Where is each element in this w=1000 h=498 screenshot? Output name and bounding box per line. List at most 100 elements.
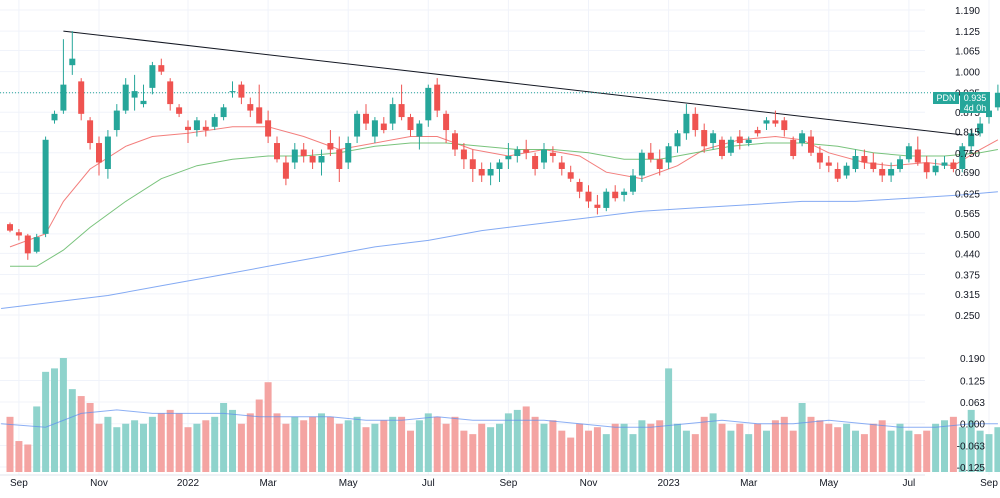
time-tick-label: Sep: [980, 478, 998, 489]
price-label: PDN 0.935 4d 0h: [933, 92, 990, 113]
volume-bar: [407, 431, 414, 472]
volume-bar: [816, 420, 823, 472]
candle-body: [185, 127, 191, 130]
price-tick-label: 0.440: [955, 249, 980, 260]
volume-bar: [843, 424, 850, 472]
volume-tick-label: 0.125: [960, 376, 985, 387]
candle-body: [657, 159, 663, 169]
volume-bar: [354, 417, 361, 472]
time-tick-label: Nov: [580, 478, 598, 489]
volume-bar: [122, 424, 129, 472]
candle-body: [737, 137, 743, 143]
candle-body: [470, 159, 476, 169]
volume-bar: [363, 427, 370, 472]
candle-body: [167, 81, 173, 104]
candle-body: [559, 163, 565, 169]
volume-bar: [113, 427, 120, 472]
time-tick-label: May: [339, 478, 358, 489]
volume-bar: [202, 420, 209, 472]
volume-bar: [389, 417, 396, 472]
candle-body: [701, 130, 707, 146]
volume-bar: [549, 420, 556, 472]
volume-bar: [69, 389, 76, 472]
price-tick-label: 0.750: [955, 149, 980, 160]
volume-bar: [158, 413, 165, 472]
candle-body: [452, 133, 458, 149]
candle-body: [443, 114, 449, 130]
volume-bar: [763, 431, 770, 472]
volume-bar: [914, 434, 921, 472]
volume-bar: [772, 420, 779, 472]
candle-body: [755, 130, 761, 133]
volume-bar: [460, 431, 467, 472]
price-tick-label: 0.815: [955, 128, 980, 139]
candle-body: [497, 163, 503, 169]
candle-body: [675, 133, 681, 146]
candle-body: [630, 175, 636, 191]
price-tick-label: 0.690: [955, 168, 980, 179]
candle-body: [870, 163, 876, 169]
candle-body: [132, 91, 138, 97]
candle-body: [532, 156, 538, 169]
volume-bar: [452, 417, 459, 472]
volume-bar: [327, 417, 334, 472]
candle-body: [256, 107, 262, 123]
volume-bar: [398, 417, 405, 472]
candle-body: [158, 65, 164, 71]
volume-bar: [710, 413, 717, 472]
ma-line-ma_mid: [10, 143, 998, 266]
candle-body: [43, 140, 49, 234]
volume-bar: [416, 420, 423, 472]
volume-bar: [781, 417, 788, 472]
volume-bar: [176, 413, 183, 472]
price-tick-label: 1.190: [955, 6, 980, 17]
volume-bar: [834, 427, 841, 472]
price-tick-label: 1.065: [955, 47, 980, 58]
candle-body: [381, 124, 387, 130]
volume-tick-label: -0.125: [957, 463, 986, 474]
candle-body: [399, 104, 405, 117]
time-tick-label: Mar: [259, 478, 277, 489]
volume-bar: [905, 431, 912, 472]
volume-bar: [96, 424, 103, 472]
candle-body: [550, 153, 556, 156]
candle-body: [434, 85, 440, 111]
volume-bar: [790, 431, 797, 472]
volume-bar: [318, 413, 325, 472]
resistance-trendline: [63, 31, 962, 135]
volume-tick-label: -0.063: [957, 442, 986, 453]
volume-bar: [496, 424, 503, 472]
price-tick-label: 0.315: [955, 290, 980, 301]
volume-bar: [104, 417, 111, 472]
candle-body: [301, 150, 307, 156]
candle-body: [265, 120, 271, 136]
volume-bar: [24, 445, 31, 472]
time-tick-label: Jul: [422, 478, 435, 489]
time-tick-label: 2023: [657, 478, 680, 489]
candle-body: [372, 120, 378, 136]
volume-bar: [514, 410, 521, 472]
candle-body: [853, 156, 859, 169]
volume-bar: [532, 417, 539, 472]
candle-body: [176, 107, 182, 113]
candles: [7, 31, 1000, 260]
candle-body: [416, 124, 422, 137]
candle-body: [336, 150, 342, 169]
candle-body: [16, 232, 22, 235]
volume-bar: [692, 434, 699, 472]
volume-bar: [434, 417, 441, 472]
candle-body: [327, 143, 333, 149]
volume-bar: [603, 434, 610, 472]
candle-body: [897, 159, 903, 169]
candle-body: [826, 163, 832, 166]
volume-bar: [745, 434, 752, 472]
volume-bar: [612, 424, 619, 472]
candle-body: [772, 120, 778, 123]
volume-bar: [7, 417, 14, 472]
volume-bar: [870, 424, 877, 472]
volume-bar: [630, 434, 637, 472]
volume-bar: [505, 413, 512, 472]
candle-body: [844, 166, 850, 176]
